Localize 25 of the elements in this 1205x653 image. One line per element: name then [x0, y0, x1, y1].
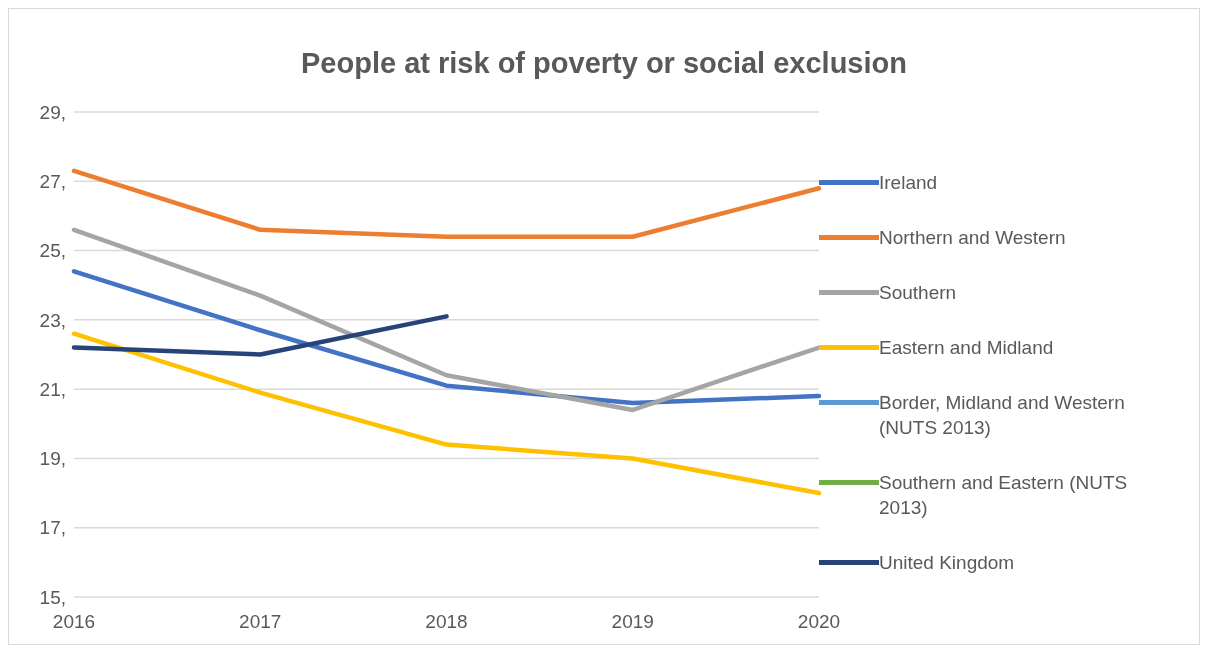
- y-tick-label: 15,: [39, 586, 66, 608]
- legend-label: Border, Midland and Western (NUTS 2013): [879, 390, 1126, 440]
- y-tick-label: 27,: [39, 171, 66, 193]
- legend-label: Ireland: [879, 170, 938, 195]
- legend-label: Southern and Eastern (NUTS 2013): [879, 470, 1129, 520]
- x-tick-label: 2016: [52, 611, 96, 633]
- y-tick-label: 21,: [39, 378, 66, 400]
- legend-label: United Kingdom: [879, 550, 1015, 575]
- y-tick-label: 23,: [39, 309, 66, 331]
- x-tick-label: 2020: [797, 611, 841, 633]
- y-tick-label: 19,: [39, 448, 66, 470]
- line-series: [71, 168, 822, 239]
- legend-label: Southern: [879, 280, 957, 305]
- x-tick-label: 2017: [239, 611, 282, 633]
- line-series: [71, 331, 822, 496]
- line-series: [71, 269, 822, 406]
- line-series: [71, 227, 822, 413]
- y-tick-label: 17,: [39, 517, 66, 539]
- legend-label: Northern and Western: [879, 225, 1066, 250]
- chart-title: People at risk of poverty or social exclusion: [300, 47, 908, 81]
- y-tick-label: 25,: [39, 240, 66, 262]
- x-tick-label: 2018: [425, 611, 468, 633]
- legend-label: Eastern and Midland: [879, 335, 1054, 360]
- x-tick-label: 2019: [611, 611, 654, 633]
- y-tick-label: 29,: [39, 101, 66, 123]
